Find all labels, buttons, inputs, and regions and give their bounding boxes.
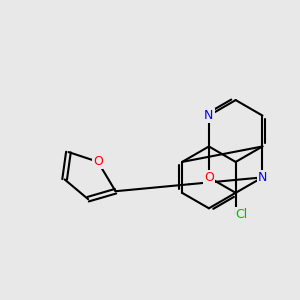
Text: N: N — [258, 171, 267, 184]
Text: N: N — [204, 109, 214, 122]
Text: O: O — [93, 155, 103, 168]
Text: Cl: Cl — [236, 208, 248, 221]
Text: O: O — [204, 171, 214, 184]
